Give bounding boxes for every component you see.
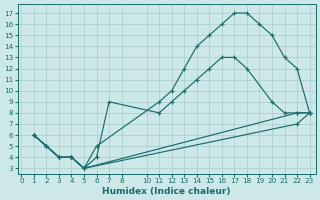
X-axis label: Humidex (Indice chaleur): Humidex (Indice chaleur) — [102, 187, 231, 196]
